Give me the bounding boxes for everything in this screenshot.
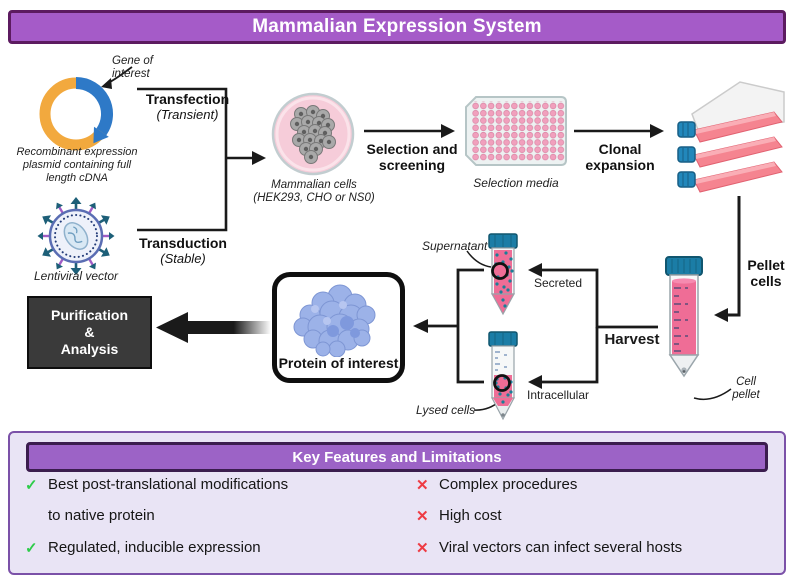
mammalian-cells-caption: Mammalian cells (HEK293, CHO or NS0) (253, 179, 375, 204)
tube-bracket (456, 268, 484, 384)
key-features-header: Key Features and Limitations (26, 442, 768, 472)
transduction-mode: (Stable) (160, 251, 206, 266)
pellet-path (728, 196, 741, 317)
supernatant-label: Supernatant (422, 239, 488, 253)
protein-of-interest-label: Protein of interest (278, 355, 399, 371)
check-icon: ✓ (25, 477, 38, 494)
secreted-label: Secreted (533, 276, 583, 290)
transfection-bracket (137, 87, 228, 232)
check-icon: ✓ (25, 540, 38, 557)
flask-3 (677, 161, 783, 193)
supernatant-highlight-circle (491, 262, 509, 280)
con-item: ✕ High cost (416, 507, 502, 525)
gene-arc (75, 77, 114, 136)
falcon-tube-illustration (665, 256, 703, 378)
transfection-label-block: Transfection (Transient) (140, 91, 235, 122)
lysed-tube-illustration (488, 331, 518, 421)
pro-text: Best post-translational modifications (48, 476, 289, 493)
pro-item: ✓ Regulated, inducible expression (25, 539, 261, 557)
key-features-title: Key Features and Limitations (292, 448, 502, 466)
flask-stack-illustration (677, 81, 785, 193)
cell-pellet-pointer (693, 388, 732, 401)
plate-wells (472, 101, 565, 161)
lysed-highlight-circle (493, 374, 511, 392)
con-item: ✕ Complex procedures (416, 476, 577, 494)
cross-icon: ✕ (416, 477, 429, 494)
title-banner: Mammalian Expression System (8, 10, 786, 44)
falcon-graduations (674, 287, 688, 352)
plasmid-caption: Recombinant expression plasmid containin… (16, 146, 138, 184)
selection-step-label: Selection and screening (366, 141, 458, 173)
virus-matrix-ring (54, 214, 98, 258)
supernatant-tube-illustration (488, 233, 518, 316)
cross-icon: ✕ (416, 508, 429, 525)
transduction-label: Transduction (139, 235, 227, 251)
lysate-media (494, 375, 512, 398)
cross-icon: ✕ (416, 540, 429, 557)
cell-cluster (290, 105, 336, 164)
pro-item-continuation: to native protein (25, 507, 155, 524)
con-text: High cost (439, 507, 502, 524)
protein-of-interest-box: Protein of interest (272, 272, 405, 383)
con-item: ✕ Viral vectors can infect several hosts (416, 539, 682, 557)
falcon-media (672, 281, 696, 355)
tube-graduations (495, 351, 507, 371)
page-title: Mammalian Expression System (252, 16, 542, 37)
blank-icon (25, 507, 39, 524)
harvest-label: Harvest (604, 331, 660, 348)
lentivirus-illustration (36, 196, 116, 276)
gene-of-interest-label: Gene of interest (112, 55, 153, 80)
pro-text: to native protein (48, 507, 155, 524)
plasmid-illustration (39, 77, 114, 151)
plate-caption: Selection media (473, 176, 559, 190)
supernatant-media (494, 250, 512, 294)
lysed-cells-label: Lysed cells (416, 403, 476, 417)
connector-lines (101, 66, 741, 411)
harvest-intracellular-line (542, 327, 599, 384)
harvest-secreted-line (542, 268, 658, 329)
mammalian-cells-illustration (271, 92, 355, 176)
con-text: Complex procedures (439, 476, 578, 493)
lentivirus-caption: Lentiviral vector (33, 269, 119, 283)
purification-analysis-box: Purification & Analysis (27, 296, 152, 369)
con-text: Viral vectors can infect several hosts (439, 539, 683, 556)
pro-text: Regulated, inducible expression (48, 539, 261, 556)
supernatant-pointer (466, 250, 492, 268)
cell-pellet-label: Cell pellet (732, 376, 760, 401)
falcon-cone (668, 354, 700, 378)
well-plate-illustration (465, 96, 567, 166)
transfection-label: Transfection (145, 91, 230, 107)
key-features-panel: Key Features and Limitations ✓ Best post… (8, 431, 786, 575)
pro-item: ✓ Best post-translational modifications (25, 476, 288, 494)
clonal-step-label: Clonal expansion (585, 141, 655, 173)
protein-blob-illustration (293, 284, 376, 357)
flask-2 (677, 136, 783, 168)
virus-capsid (63, 222, 89, 250)
transfection-mode: (Transient) (156, 107, 219, 122)
arrow-to-purification (188, 321, 271, 334)
transduction-label-block: Transduction (Stable) (133, 235, 233, 266)
intracellular-label: Intracellular (526, 388, 590, 402)
purification-analysis-label: Purification & Analysis (50, 307, 128, 357)
pellet-step-label: Pellet cells (747, 257, 785, 289)
flask-1 (677, 111, 783, 143)
